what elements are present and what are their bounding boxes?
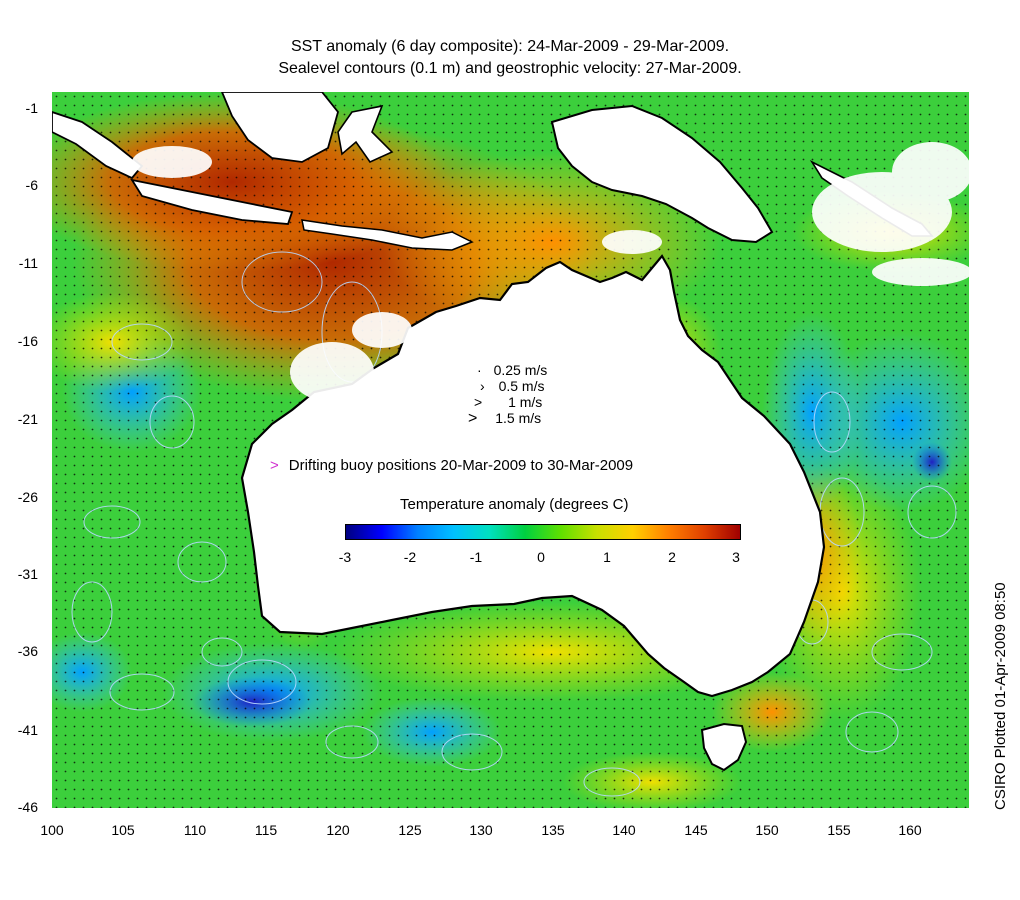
borneo-land bbox=[221, 92, 339, 163]
masked-no-data-regions bbox=[132, 142, 969, 402]
velocity-glyph: > bbox=[468, 410, 478, 427]
x-tick-label: 100 bbox=[40, 822, 64, 838]
x-tick-label: 155 bbox=[827, 822, 851, 838]
y-tick-label: -46 bbox=[17, 799, 38, 815]
y-tick-label: -11 bbox=[18, 255, 38, 271]
colorbar-tick: 3 bbox=[732, 549, 740, 565]
y-tick-label: -1 bbox=[25, 100, 38, 116]
velocity-glyph: › bbox=[480, 378, 485, 394]
y-tick-label: -6 bbox=[25, 177, 38, 193]
velocity-label: 1.5 m/s bbox=[495, 410, 542, 426]
x-tick-label: 145 bbox=[684, 822, 708, 838]
sumatra-land bbox=[52, 111, 144, 180]
x-tick-label: 130 bbox=[469, 822, 493, 838]
velocity-label: 1 m/s bbox=[508, 394, 543, 410]
x-tick-label: 115 bbox=[254, 822, 278, 838]
buoy-marker-icon: > bbox=[270, 457, 279, 474]
velocity-glyph: · bbox=[477, 362, 482, 378]
x-tick-label: 110 bbox=[183, 822, 207, 838]
title-line-2: Sealevel contours (0.1 m) and geostrophi… bbox=[278, 60, 742, 77]
colorbar-tick: -1 bbox=[469, 549, 483, 565]
new-guinea-land bbox=[550, 104, 774, 244]
y-tick-label: -26 bbox=[17, 489, 38, 505]
y-tick-label: -21 bbox=[17, 411, 38, 427]
colorbar-tick: -3 bbox=[338, 549, 352, 565]
velocity-legend-0.25: · 0.25 m/s bbox=[477, 362, 547, 378]
sst-anomaly-map: · 0.25 m/s › 0.5 m/s > 1 m/s > 1.5 m/s bbox=[52, 92, 969, 808]
velocity-glyph: > bbox=[474, 394, 483, 410]
x-tick-label: 140 bbox=[612, 822, 636, 838]
x-tick-label: 135 bbox=[541, 822, 565, 838]
plot-credit: CSIRO Plotted 01-Apr-2009 08:50 bbox=[992, 582, 1009, 810]
x-tick-label: 150 bbox=[755, 822, 779, 838]
velocity-label: 0.25 m/s bbox=[493, 362, 548, 378]
velocity-legend-1: > 1 m/s bbox=[474, 394, 542, 410]
australia-land bbox=[240, 254, 826, 698]
colorbar-tick: 2 bbox=[668, 549, 676, 565]
colorbar-tick: 1 bbox=[603, 549, 611, 565]
velocity-legend-0.5: › 0.5 m/s bbox=[480, 378, 544, 394]
buoy-legend: > Drifting buoy positions 20-Mar-2009 to … bbox=[270, 457, 633, 474]
y-tick-label: -31 bbox=[17, 566, 38, 582]
lesser-sunda-islands bbox=[301, 219, 474, 251]
tasmania-land bbox=[700, 722, 748, 772]
colorbar-tick: -2 bbox=[403, 549, 417, 565]
y-tick-label: -16 bbox=[17, 333, 38, 349]
colorbar-title: Temperature anomaly (degrees C) bbox=[400, 496, 629, 513]
java-land bbox=[130, 178, 294, 225]
title-line-1: SST anomaly (6 day composite): 24-Mar-20… bbox=[290, 38, 730, 55]
velocity-label: 0.5 m/s bbox=[498, 378, 545, 394]
velocity-legend-1.5: > 1.5 m/s bbox=[468, 410, 541, 428]
x-tick-label: 125 bbox=[398, 822, 422, 838]
x-tick-label: 105 bbox=[111, 822, 135, 838]
sulawesi-land bbox=[337, 104, 394, 164]
map-canvas bbox=[52, 92, 969, 808]
x-tick-label: 160 bbox=[898, 822, 922, 838]
y-tick-label: -36 bbox=[17, 643, 38, 659]
colorbar bbox=[345, 524, 741, 540]
x-tick-label: 120 bbox=[326, 822, 350, 838]
buoy-legend-label: Drifting buoy positions 20-Mar-2009 to 3… bbox=[288, 457, 634, 474]
colorbar-tick: 0 bbox=[537, 549, 545, 565]
y-tick-label: -41 bbox=[17, 722, 38, 738]
